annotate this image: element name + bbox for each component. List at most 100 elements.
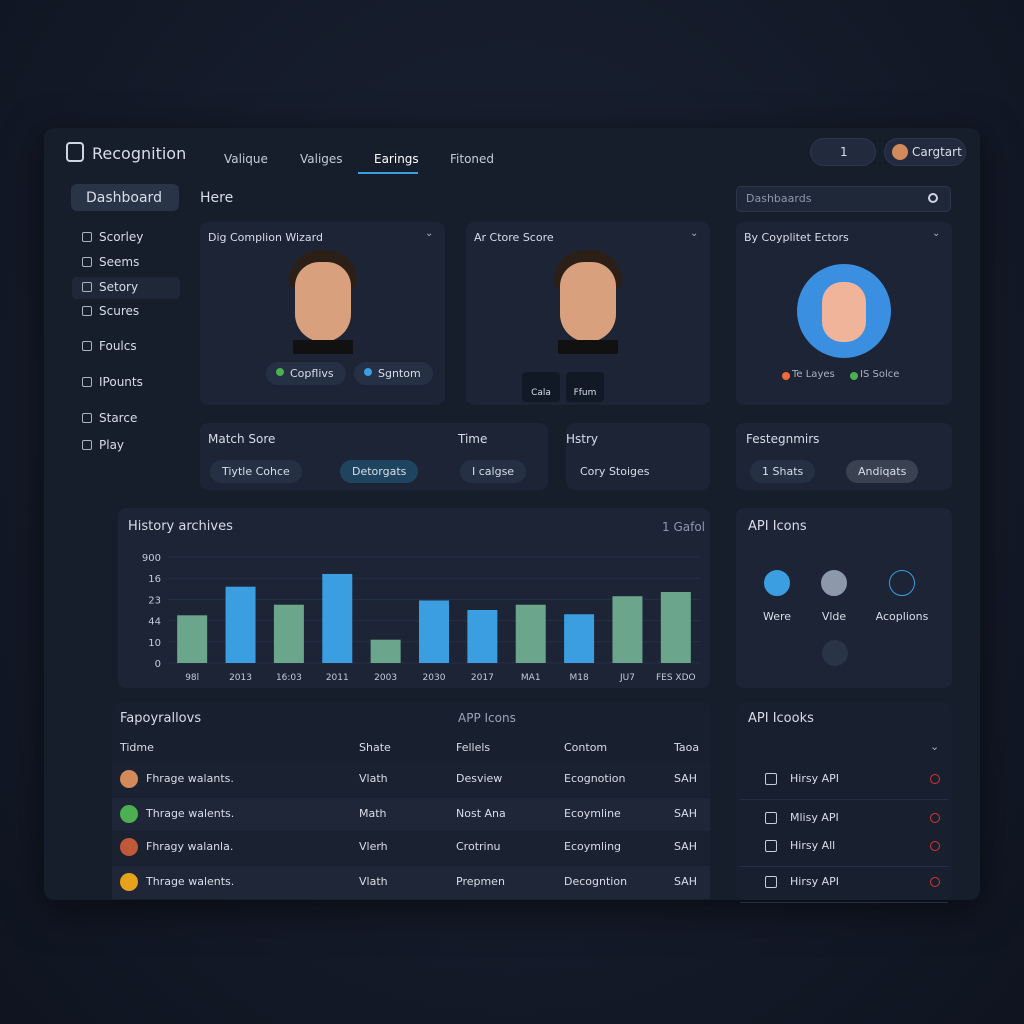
tab[interactable]: Earings [374,152,419,166]
sidebar-item[interactable]: IPounts [99,375,143,389]
list-item[interactable]: Hirsy API [790,772,839,785]
sidebar-icon [82,377,92,387]
list-item[interactable]: Hirsy API [790,875,839,888]
chip[interactable]: Cory Stoiges [580,465,650,478]
sidebar-item[interactable]: Seems [99,255,140,269]
list-icon [765,876,777,888]
sidebar-item[interactable]: Scures [99,304,140,318]
table-cell: Thrage walents. [146,875,235,888]
filter-title: Festegnmirs [746,432,820,446]
sidebar-icon [82,232,92,242]
filter-title: Time [458,432,488,446]
divider [740,902,948,903]
bar [564,614,595,663]
api-list-card [736,702,952,900]
user-name: Cargtart [912,145,962,159]
bar [322,573,353,663]
chip[interactable]: Tiytle Cohce [210,460,302,483]
chip[interactable]: I calgse [460,460,527,483]
list-item[interactable]: Mlisy API [790,811,839,824]
chart: 0 10 44 23 16 900 98l 2013 16:03 2011 2003 2030 2017… [142,553,700,683]
chip[interactable]: 1 Shats [750,460,816,483]
row-avatar [120,838,138,856]
sidebar-item[interactable]: Foulcs [99,339,137,353]
dashboard-button[interactable] [71,184,179,211]
sidebar-item[interactable]: Scorley [99,230,144,244]
filter-title: Match Sore [208,432,276,446]
tab[interactable]: Valiges [300,152,343,166]
table-cell: Prepmen [456,875,505,888]
list-item[interactable]: Hirsy All [790,839,836,852]
chip[interactable]: Detorgats [340,460,419,483]
table-subtitle: APP Icons [458,711,516,725]
tab[interactable]: Fitoned [450,152,495,166]
badge-pill[interactable] [810,138,876,166]
api-icon[interactable] [821,570,847,596]
row-avatar [120,770,138,788]
table-cell: Vlath [359,875,388,888]
list-icon [765,840,777,852]
bar [225,586,256,663]
x-tick-label: 2003 [374,673,397,683]
alert-icon[interactable] [930,774,940,784]
filter-title: Hstry [566,432,599,446]
x-tick-label: 2013 [229,673,252,683]
bar [370,639,401,663]
x-tick-label: MA1 [521,673,541,683]
user-avatar [892,144,908,160]
table-row [112,866,710,899]
column-header: Fellels [456,741,491,754]
tab[interactable]: Valique [224,152,268,166]
table-cell: Nost Ana [456,807,506,820]
face [560,262,616,342]
sidebar-icon [82,440,92,450]
bar [515,604,546,663]
chip[interactable]: Copflivs [266,362,346,385]
alert-icon[interactable] [930,841,940,851]
chevron: ⌄ [425,228,434,239]
chip[interactable]: Cala [522,372,560,402]
y-tick-label: 900 [142,553,161,564]
card-title: Dig Complion Wizard [208,231,323,244]
table-cell: Fhrage walants. [146,772,234,785]
bar [419,600,449,663]
bar [660,591,691,663]
chevron: ⌄ [932,228,941,239]
x-tick-label: FES XDO [656,673,696,683]
shirt [558,340,618,354]
search-placeholder: Dashbaards [746,192,812,205]
table-cell: Fhragy walanla. [146,840,234,853]
bar [612,596,643,663]
chip[interactable]: Sgntom [354,362,433,385]
table-cell: Vlath [359,772,388,785]
chevron: ⌄ [690,228,699,239]
y-tick-label: 16 [148,574,161,585]
card-title: Ar Ctore Score [474,231,554,244]
chip[interactable]: Andiqats [846,460,919,483]
chart-card [118,508,710,688]
sidebar-icon [82,341,92,351]
y-tick-label: 23 [148,595,161,606]
x-tick-label: 2030 [423,673,446,683]
api-icon[interactable] [764,570,790,596]
chevron: ⌄ [930,740,940,753]
api-list-title: API Icooks [748,711,814,726]
bar [177,615,208,663]
alert-icon[interactable] [930,813,940,823]
alert-icon[interactable] [930,877,940,887]
api-title: API Icons [748,519,807,534]
chip[interactable]: Ffum [566,372,604,402]
search-box[interactable] [736,186,951,212]
search-icon[interactable] [928,193,938,203]
sidebar-item[interactable]: Play [99,438,125,452]
api-icon[interactable] [889,570,915,596]
api-label: Were [762,610,792,623]
sidebar-item[interactable]: Setory [99,280,139,294]
divider [740,799,948,800]
api-icon[interactable] [822,640,848,666]
table-cell: Ecognotion [564,772,626,785]
table-cell: Crotrinu [456,840,501,853]
history-card [566,423,710,490]
sidebar-item[interactable]: Starce [99,411,138,425]
